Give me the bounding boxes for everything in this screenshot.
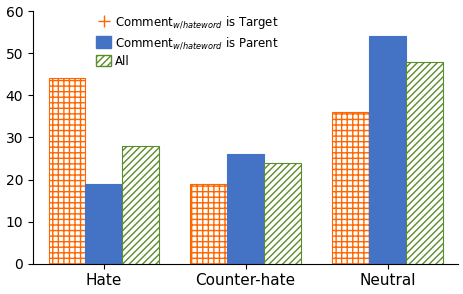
Bar xyxy=(405,61,442,264)
Bar xyxy=(190,184,227,264)
Bar xyxy=(227,154,263,264)
Bar xyxy=(122,146,159,264)
Bar xyxy=(49,78,85,264)
Bar xyxy=(85,184,122,264)
Bar xyxy=(263,163,300,264)
Bar xyxy=(368,36,405,264)
Bar xyxy=(332,112,368,264)
Legend: Comment$_{w/hateword}$ is Target, Comment$_{w/hateword}$ is Parent, All: Comment$_{w/hateword}$ is Target, Commen… xyxy=(94,12,281,70)
